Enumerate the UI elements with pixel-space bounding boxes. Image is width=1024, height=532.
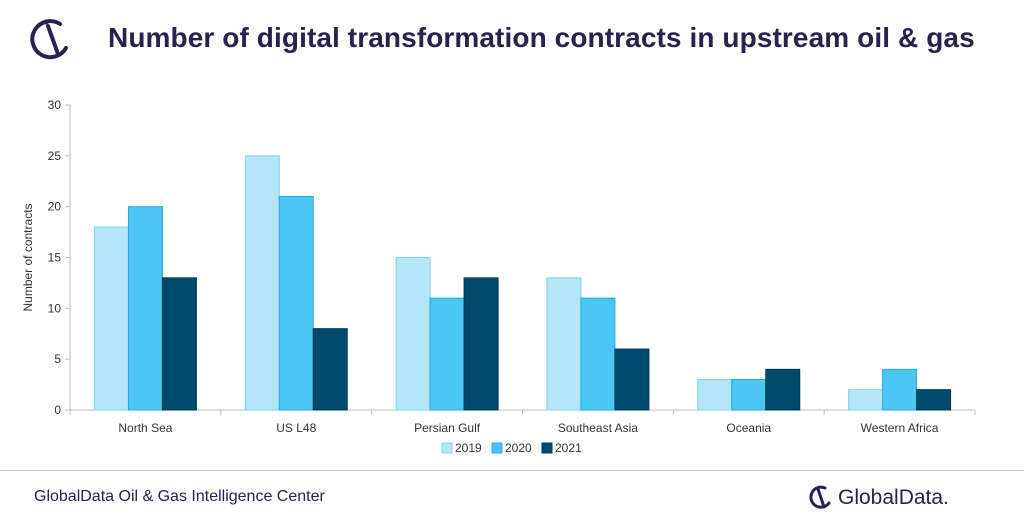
- bar-2019-us-l48: [244, 155, 280, 411]
- bar-2019-north-sea: [93, 226, 129, 411]
- bar-2021-southeast-asia: [614, 348, 650, 411]
- x-tick-label: Southeast Asia: [558, 421, 638, 435]
- page-title: Number of digital transformation contrac…: [108, 22, 975, 53]
- y-axis-label: Number of contracts: [21, 203, 35, 311]
- x-tick-label: US L48: [276, 421, 316, 435]
- y-tick-label: 25: [48, 149, 62, 163]
- y-tick-label: 10: [48, 301, 62, 315]
- bar-chart: 0 5 10 15 20 25 30 Number of contracts North Sea…: [21, 98, 976, 455]
- bar-2020-oceania: [731, 379, 767, 411]
- legend-label-2020: 2020: [505, 441, 532, 455]
- y-tick-label: 20: [48, 200, 62, 214]
- x-tick-label: North Sea: [118, 421, 172, 435]
- globaldata-logo-icon: [30, 19, 68, 60]
- bar-2019-persian-gulf: [395, 257, 431, 411]
- x-tick-label: Western Africa: [861, 421, 939, 435]
- bar-2019-western-africa: [848, 389, 884, 411]
- bar-2020-southeast-asia: [580, 297, 616, 411]
- bar-2020-persian-gulf: [429, 297, 465, 411]
- bar-2021-oceania: [765, 368, 801, 411]
- chart-area: 0 5 10 15 20 25 30 Number of contracts North Sea…: [0, 88, 1024, 463]
- legend-swatch-2019: [441, 442, 453, 454]
- bar-2020-western-africa: [882, 368, 918, 411]
- bar-2021-north-sea: [161, 277, 197, 411]
- bar-2019-southeast-asia: [546, 277, 582, 411]
- brand-name: GlobalData.: [838, 486, 949, 509]
- bar-2020-north-sea: [127, 206, 163, 411]
- y-tick-label: 0: [54, 403, 61, 417]
- brand-logo: GlobalData.: [808, 482, 949, 514]
- header: Number of digital transformation contrac…: [0, 0, 1024, 80]
- bar-2021-us-l48: [312, 328, 348, 411]
- bar-2021-persian-gulf: [463, 277, 499, 411]
- bar-2020-us-l48: [278, 196, 314, 411]
- globaldata-brand-icon: [809, 485, 831, 509]
- x-tick-label: Persian Gulf: [414, 421, 481, 435]
- x-tick-label: Oceania: [726, 421, 771, 435]
- y-tick-label: 30: [48, 98, 62, 112]
- legend-label-2019: 2019: [455, 441, 482, 455]
- footer-divider: [0, 470, 1024, 471]
- legend-swatch-2020: [491, 442, 503, 454]
- y-tick-label: 15: [48, 251, 62, 265]
- source-text: GlobalData Oil & Gas Intelligence Center: [34, 488, 325, 505]
- bar-2021-western-africa: [916, 389, 952, 411]
- bar-2019-oceania: [697, 379, 733, 411]
- legend-label-2021: 2021: [555, 441, 582, 455]
- legend-swatch-2021: [541, 442, 553, 454]
- y-tick-label: 5: [54, 352, 61, 366]
